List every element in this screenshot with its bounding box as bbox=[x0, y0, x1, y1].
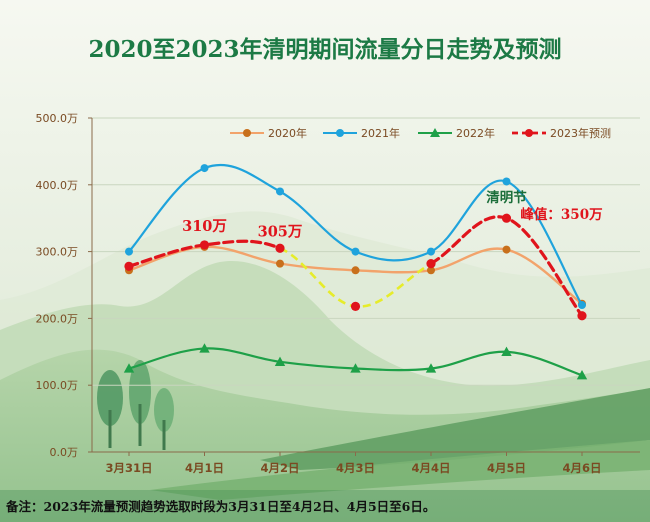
x-tick-label: 4月4日 bbox=[411, 461, 450, 475]
legend-swatch-marker bbox=[525, 129, 533, 137]
data-point bbox=[125, 247, 133, 256]
data-point bbox=[124, 261, 134, 271]
data-point bbox=[200, 164, 209, 173]
legend-item: 2022年 bbox=[418, 126, 495, 140]
legend-swatch-marker bbox=[430, 128, 440, 137]
data-point bbox=[351, 266, 360, 275]
series-2022年 bbox=[123, 343, 588, 380]
data-point bbox=[199, 240, 210, 250]
y-tick-label: 300.0万 bbox=[36, 246, 79, 259]
legend-item: 2020年 bbox=[230, 126, 307, 140]
x-tick-label: 3月31日 bbox=[105, 461, 152, 475]
series-2021年 bbox=[125, 163, 586, 310]
legend-swatch-marker bbox=[243, 129, 251, 137]
data-point bbox=[350, 363, 361, 373]
data-point bbox=[425, 363, 437, 373]
legend-swatch-marker bbox=[336, 129, 344, 137]
chart-title: 2020至2023年清明期间流量分日走势及预测 bbox=[88, 36, 561, 63]
series-layer bbox=[123, 163, 588, 380]
x-axis: 3月31日 4月1日 4月2日 4月3日 4月4日 4月5日 4月6日 bbox=[92, 451, 640, 475]
x-tick-label: 4月1日 bbox=[185, 461, 224, 475]
legend-item: 2023年预测 bbox=[512, 126, 611, 140]
data-point bbox=[275, 243, 285, 253]
data-point bbox=[351, 247, 360, 256]
x-tick-label: 4月5日 bbox=[487, 461, 526, 475]
data-point bbox=[426, 259, 436, 269]
legend-label: 2020年 bbox=[268, 126, 307, 140]
data-point bbox=[502, 177, 511, 186]
data-point bbox=[577, 311, 587, 321]
y-tick-label: 0.0万 bbox=[50, 446, 79, 459]
data-point bbox=[427, 247, 435, 256]
legend-item: 2021年 bbox=[323, 126, 400, 140]
data-point bbox=[350, 301, 361, 311]
data-point bbox=[276, 187, 284, 196]
legend-label: 2021年 bbox=[361, 126, 400, 140]
footnote: 备注：2023年流量预测趋势选取时段为3月31日至4月2日、4月5日至6日。 bbox=[5, 499, 435, 514]
annotation-label: 305万 bbox=[258, 223, 303, 240]
y-tick-label: 200.0万 bbox=[36, 312, 79, 325]
annotation-label: 清明节 bbox=[486, 189, 527, 206]
y-tick-label: 400.0万 bbox=[36, 179, 79, 192]
data-point bbox=[199, 343, 210, 353]
legend-label: 2022年 bbox=[456, 126, 495, 140]
y-tick-label: 500.0万 bbox=[36, 112, 79, 125]
data-point bbox=[501, 346, 512, 356]
legend-label: 2023年预测 bbox=[550, 126, 611, 140]
y-tick-label: 100.0万 bbox=[36, 379, 79, 392]
data-point bbox=[427, 266, 435, 275]
x-tick-label: 4月3日 bbox=[336, 461, 375, 475]
legend: 2020年 2021年 2022年 2023年预测 bbox=[230, 126, 611, 140]
annotation-label: 峰值：350万 bbox=[520, 206, 602, 223]
data-point bbox=[578, 301, 586, 310]
annotation-label: 310万 bbox=[182, 218, 227, 235]
series-2023年预测 bbox=[124, 213, 587, 321]
data-point bbox=[274, 356, 286, 366]
data-point bbox=[502, 245, 511, 254]
data-point bbox=[276, 259, 284, 268]
x-tick-label: 4月6日 bbox=[562, 461, 601, 475]
data-point bbox=[123, 363, 135, 373]
data-point bbox=[576, 369, 588, 380]
y-axis: 0.0万 100.0万 200.0万 300.0万 400.0万 500.0万 bbox=[36, 112, 93, 459]
data-point bbox=[501, 213, 512, 223]
x-tick-label: 4月2日 bbox=[260, 461, 299, 475]
